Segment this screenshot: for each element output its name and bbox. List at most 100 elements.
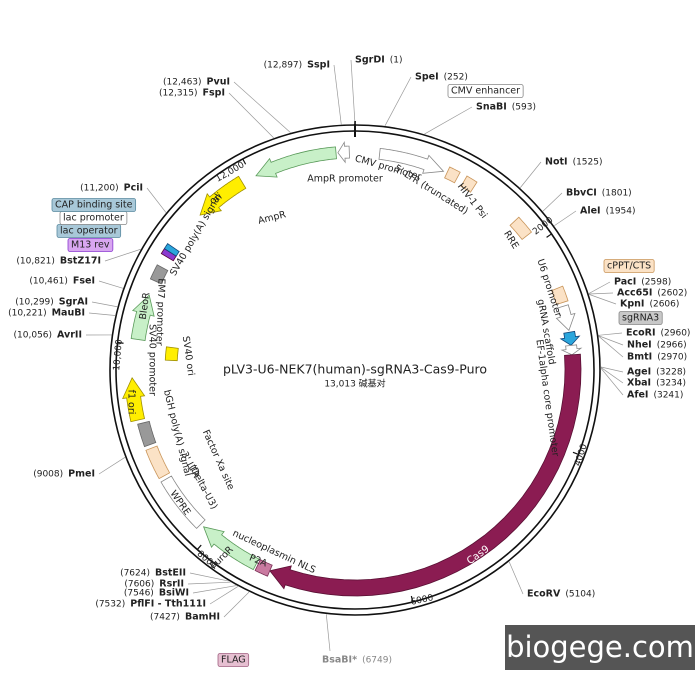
site-position: (10,221) <box>8 309 47 319</box>
site-name: NotI <box>545 157 568 168</box>
site-position: (2966) <box>657 341 687 351</box>
feature-label: AmpR <box>257 209 288 227</box>
site-leader <box>598 332 623 336</box>
scale-tick <box>572 451 579 456</box>
scale-tick <box>546 233 552 238</box>
wpre-box <box>160 475 206 529</box>
cmv-arrow <box>378 147 445 174</box>
site-name: BamHI <box>185 612 220 623</box>
feature-label: FLAG <box>221 655 246 666</box>
feature-box <box>618 311 663 325</box>
feature-box <box>67 238 114 252</box>
site-position: (2606) <box>649 300 679 310</box>
site-position: (2602) <box>657 289 687 299</box>
site-position: (10,056) <box>14 331 53 341</box>
site-position: (12,315) <box>159 89 198 99</box>
map-size: 13,013 碱基对 <box>324 378 385 390</box>
scale-tick <box>242 158 247 165</box>
site-leader <box>146 187 167 213</box>
rre-box <box>509 216 533 241</box>
scale-label: 6000 <box>410 593 435 608</box>
lac-mark <box>163 243 180 257</box>
feature-label: bGH poly(A) signal <box>161 389 193 478</box>
watermark: biogege.com <box>506 630 694 664</box>
site-name: EcoRV <box>527 589 561 600</box>
site-position: (9008) <box>33 470 63 480</box>
site-position: (6749) <box>362 656 392 666</box>
site-position: (10,299) <box>15 298 54 308</box>
feature-label: M13 rev <box>71 240 110 251</box>
site-position: (7546) <box>124 589 154 599</box>
site-name: AfeI <box>627 390 648 401</box>
site-leader <box>98 457 126 475</box>
site-name: RsrII <box>159 579 184 590</box>
site-position: (2598) <box>641 278 671 288</box>
site-position: (12,463) <box>163 78 202 88</box>
site-leader <box>333 64 342 125</box>
site-leader <box>88 312 116 316</box>
site-position: (12,897) <box>264 61 303 71</box>
site-name: AgeI <box>627 367 651 378</box>
site-position: (2970) <box>657 353 687 363</box>
feature-label: CMV enhancer <box>451 86 520 97</box>
bgh-box <box>137 420 157 448</box>
site-name: PvuI <box>207 77 230 88</box>
site-position: (1525) <box>573 158 603 168</box>
site-position: (5104) <box>565 590 595 600</box>
scale-tick <box>410 595 414 603</box>
feature-label: EM7 promoter <box>153 278 166 346</box>
site-leader <box>350 59 356 125</box>
site-leader <box>588 281 611 294</box>
hiv-psi-box <box>444 166 461 184</box>
site-name: EcoRI <box>626 328 656 339</box>
site-position: (1801) <box>602 189 632 199</box>
site-name: SnaBI <box>476 102 507 113</box>
site-position: (7606) <box>124 580 154 590</box>
feature-box <box>447 84 524 98</box>
feature-label: CAP binding site <box>55 200 133 211</box>
site-leader <box>600 367 624 384</box>
site-name: SspI <box>307 60 330 71</box>
feature-label: f1 ori <box>126 390 137 415</box>
site-leader <box>542 192 563 212</box>
site-position: (10,461) <box>29 277 68 287</box>
scale-label: 10,000 <box>112 339 125 372</box>
site-leader <box>598 335 624 358</box>
site-leader <box>228 92 274 139</box>
site-leader <box>187 581 231 585</box>
site-position: (593) <box>512 103 536 113</box>
map-title: pLV3-U6-NEK7(human)-sgRNA3-Cas9-Puro <box>223 362 487 377</box>
site-position: (3228) <box>656 368 686 378</box>
feature-box <box>603 259 655 273</box>
site-name: PflFI - Tth111I <box>130 599 206 610</box>
site-leader <box>223 591 250 618</box>
site-position: (10,821) <box>16 257 55 267</box>
site-name: SpeI <box>415 72 439 83</box>
feature-label: SV40 promoter <box>147 324 158 396</box>
site-name: MauBI <box>52 308 85 319</box>
site-leader <box>519 161 542 188</box>
site-name: FseI <box>73 276 95 287</box>
site-position: (3234) <box>656 379 686 389</box>
cppt-box <box>551 285 569 306</box>
u6-arrow <box>555 304 576 332</box>
site-name: Acc65I <box>617 288 652 299</box>
site-position: (7532) <box>95 600 125 610</box>
ltr3-box <box>145 445 171 480</box>
scaffold-arrow <box>560 344 583 356</box>
site-name: PacI <box>614 277 636 288</box>
ori-arrow <box>199 175 247 216</box>
site-leader <box>192 585 237 594</box>
site-position: (1954) <box>606 207 636 217</box>
feature-label: SV40 ori <box>180 335 196 376</box>
site-position: (7427) <box>150 613 180 623</box>
site-leader <box>600 366 624 373</box>
site-leader <box>91 301 118 308</box>
site-position: (7624) <box>120 569 150 579</box>
site-name: XbaI <box>627 378 651 389</box>
site-name: KpnI <box>620 299 644 310</box>
watermark-box <box>505 625 695 670</box>
scale-tick <box>117 341 124 344</box>
feature-label: lac promoter <box>63 213 124 224</box>
